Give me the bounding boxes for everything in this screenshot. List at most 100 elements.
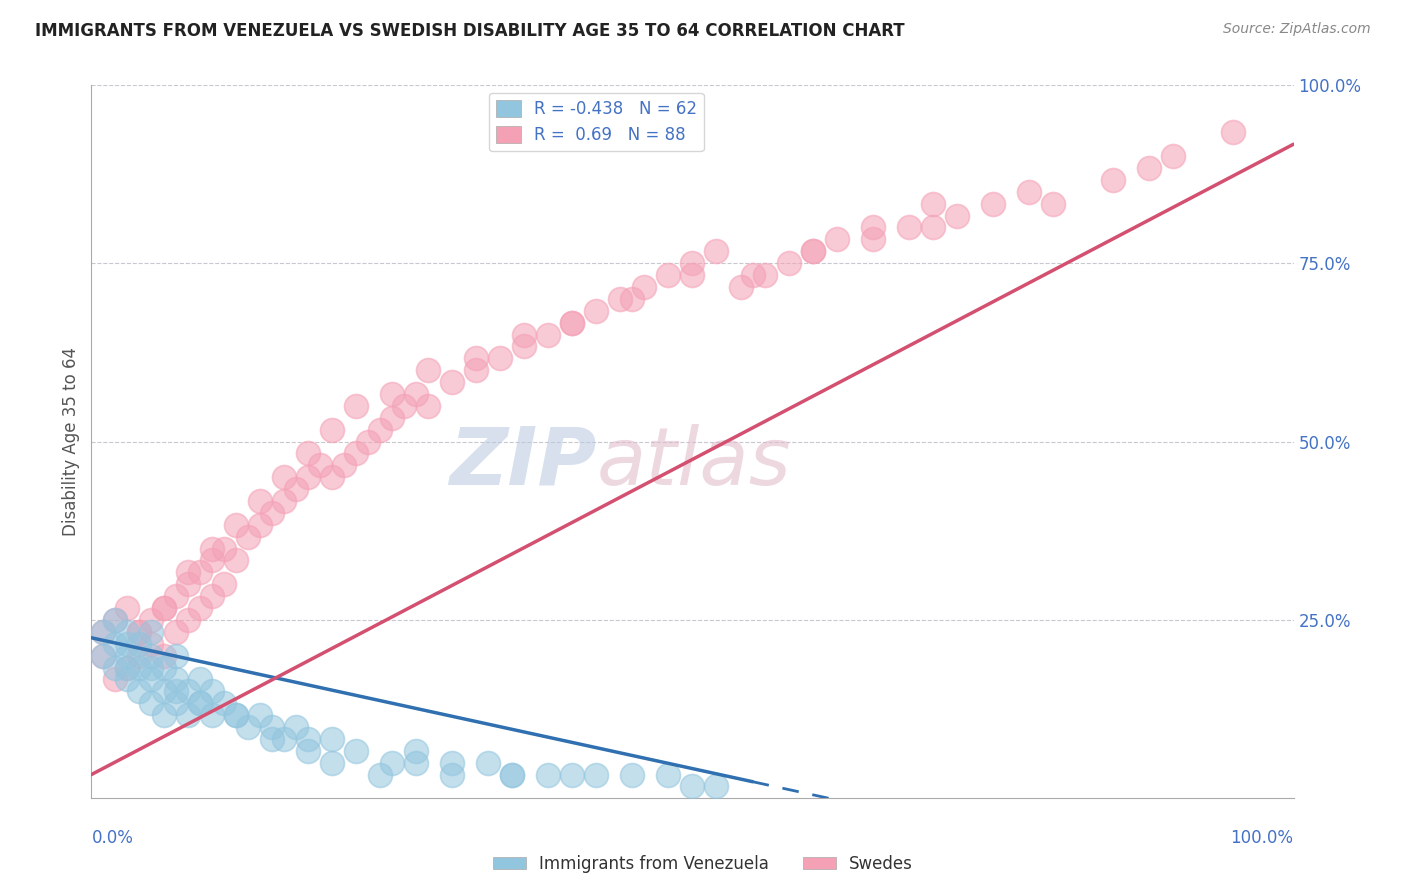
Point	[141, 673, 163, 687]
Point	[128, 637, 150, 651]
Point	[501, 767, 523, 781]
Point	[104, 637, 127, 651]
Point	[897, 220, 920, 235]
Point	[236, 530, 259, 544]
Point	[297, 470, 319, 484]
Point	[489, 351, 512, 366]
Legend: Immigrants from Venezuela, Swedes: Immigrants from Venezuela, Swedes	[486, 848, 920, 880]
Point	[188, 696, 211, 710]
Point	[465, 351, 488, 366]
Point	[741, 268, 763, 282]
Text: atlas: atlas	[596, 424, 792, 502]
Point	[609, 292, 631, 306]
Point	[117, 660, 139, 674]
Point	[260, 731, 283, 746]
Point	[165, 589, 187, 603]
Point	[657, 268, 679, 282]
Point	[561, 767, 583, 781]
Point	[141, 624, 163, 639]
Point	[862, 220, 884, 235]
Point	[141, 613, 163, 627]
Point	[152, 601, 174, 615]
Point	[308, 458, 330, 473]
Point	[946, 209, 969, 223]
Point	[128, 660, 150, 674]
Legend: R = -0.438   N = 62, R =  0.69   N = 88: R = -0.438 N = 62, R = 0.69 N = 88	[489, 93, 703, 151]
Point	[117, 624, 139, 639]
Text: 100.0%: 100.0%	[1230, 829, 1294, 847]
Point	[128, 624, 150, 639]
Point	[730, 280, 752, 294]
Point	[284, 482, 307, 496]
Point	[1222, 125, 1244, 139]
Point	[344, 446, 367, 460]
Point	[1161, 149, 1184, 163]
Point	[284, 720, 307, 734]
Point	[176, 566, 198, 580]
Point	[128, 648, 150, 663]
Point	[225, 708, 247, 723]
Text: 0.0%: 0.0%	[91, 829, 134, 847]
Point	[141, 696, 163, 710]
Point	[128, 684, 150, 698]
Point	[344, 399, 367, 413]
Point	[200, 708, 222, 723]
Point	[321, 756, 343, 770]
Point	[801, 244, 824, 259]
Point	[465, 363, 488, 377]
Point	[200, 553, 222, 567]
Point	[381, 756, 404, 770]
Point	[344, 744, 367, 758]
Point	[368, 767, 391, 781]
Point	[297, 446, 319, 460]
Point	[681, 256, 703, 270]
Point	[104, 660, 127, 674]
Point	[1018, 185, 1040, 199]
Point	[249, 494, 271, 508]
Point	[273, 470, 295, 484]
Point	[621, 767, 644, 781]
Point	[117, 673, 139, 687]
Point	[333, 458, 356, 473]
Point	[165, 696, 187, 710]
Point	[260, 506, 283, 520]
Point	[754, 268, 776, 282]
Point	[321, 470, 343, 484]
Text: IMMIGRANTS FROM VENEZUELA VS SWEDISH DISABILITY AGE 35 TO 64 CORRELATION CHART: IMMIGRANTS FROM VENEZUELA VS SWEDISH DIS…	[35, 22, 905, 40]
Point	[681, 268, 703, 282]
Point	[416, 363, 439, 377]
Point	[416, 399, 439, 413]
Point	[176, 684, 198, 698]
Point	[152, 601, 174, 615]
Point	[104, 673, 127, 687]
Point	[405, 744, 427, 758]
Point	[862, 232, 884, 246]
Point	[321, 423, 343, 437]
Point	[1102, 173, 1125, 187]
Point	[93, 624, 115, 639]
Point	[165, 624, 187, 639]
Point	[152, 648, 174, 663]
Point	[152, 708, 174, 723]
Point	[200, 589, 222, 603]
Point	[501, 767, 523, 781]
Point	[225, 517, 247, 532]
Point	[200, 684, 222, 698]
Point	[260, 720, 283, 734]
Point	[176, 708, 198, 723]
Point	[922, 220, 945, 235]
Point	[152, 684, 174, 698]
Point	[117, 601, 139, 615]
Point	[152, 660, 174, 674]
Point	[537, 767, 560, 781]
Point	[706, 780, 728, 794]
Point	[706, 244, 728, 259]
Point	[381, 410, 404, 425]
Point	[188, 673, 211, 687]
Point	[165, 684, 187, 698]
Point	[93, 648, 115, 663]
Point	[117, 648, 139, 663]
Point	[225, 708, 247, 723]
Point	[825, 232, 848, 246]
Point	[440, 375, 463, 389]
